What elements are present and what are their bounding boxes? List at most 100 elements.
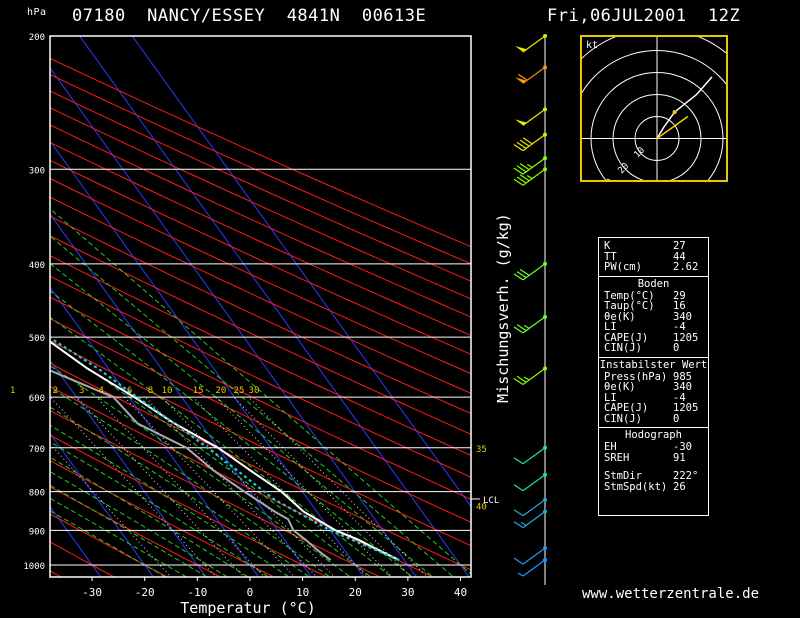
mixing-ratio-line — [76, 396, 245, 577]
mixing-ratio-line — [50, 443, 172, 577]
mixing-ratio-tick-label: 6 — [127, 386, 132, 396]
mixing-ratio-tick-label: 25 — [234, 386, 245, 396]
mixing-ratio-tick-label: 2 — [53, 386, 58, 396]
moist-adiabat-line — [50, 386, 331, 577]
mixing-ratio-line — [124, 396, 296, 577]
index-value: 16 — [673, 300, 686, 312]
index-label: LI — [604, 391, 617, 404]
isotherm-line — [50, 505, 102, 577]
mixing-ratio-labels: 1 2 3 4 6 8 10 15 20 25 30 — [10, 386, 259, 396]
wind-barb — [513, 368, 546, 385]
mixing-ratio-tick-label: 10 — [162, 386, 173, 396]
isotherm-line — [50, 286, 260, 577]
wind-barb-staff — [522, 511, 546, 529]
moist-adiabat-line — [50, 441, 270, 577]
index-value: 985 — [673, 370, 692, 383]
dry-adiabat-line — [50, 317, 471, 523]
moist-adiabat-line — [50, 290, 413, 577]
index-label: θe(K) — [604, 381, 636, 393]
mixing-ratio-line — [144, 396, 318, 577]
wind-barb-half-feather — [520, 521, 527, 526]
mixing-ratio-tick-label: 1 — [10, 386, 15, 396]
temperature-tick-label: 10 — [296, 586, 309, 599]
index-value: -30 — [673, 441, 692, 453]
wind-barb-feather — [519, 139, 530, 147]
isotherm-line — [50, 140, 365, 577]
hpa-unit-label: hPa — [27, 7, 47, 18]
index-label: K — [604, 240, 611, 252]
wind-barb-half-feather — [526, 175, 533, 180]
wind-barb-half-feather — [517, 572, 524, 577]
pressure-tick-label: 400 — [29, 261, 45, 271]
wind-barb-half-feather — [526, 163, 533, 168]
wind-barb — [515, 35, 546, 53]
isotherm-line — [50, 359, 207, 577]
hodograph-ring — [634, 116, 680, 161]
wind-barb-feather — [516, 375, 527, 383]
wind-barb — [513, 263, 546, 281]
wind-barb-feather — [513, 378, 524, 385]
wind-barb — [513, 447, 546, 465]
dry-adiabat-line — [50, 124, 471, 318]
wind-barb-staff — [522, 134, 546, 152]
dry-adiabat-line — [50, 409, 382, 577]
dry-adiabat-line — [50, 513, 169, 577]
moist-adiabat-line — [50, 208, 471, 575]
temperature-axis-label: Temperatur (°C) — [180, 599, 315, 617]
dry-adiabat-line — [50, 107, 471, 300]
wind-barb-pennant — [515, 119, 527, 126]
moist-adiabat-line — [50, 341, 372, 577]
wind-barb-feather — [516, 324, 527, 332]
hodograph-ring — [582, 50, 726, 94]
dewpoint-profile — [50, 369, 332, 561]
dry-adiabat-line — [50, 340, 471, 547]
index-label: LI — [604, 321, 617, 333]
wind-barb — [513, 474, 546, 492]
wind-barb-half-feather — [523, 376, 530, 381]
dry-adiabat-line — [50, 296, 471, 501]
wind-barb-staff — [522, 547, 546, 565]
wind-barb-feather — [513, 167, 524, 175]
dry-adiabat-line — [50, 386, 435, 577]
section-title-boden: Boden — [637, 277, 670, 290]
mixing-ratio-tick-label: 15 — [193, 386, 204, 396]
index-label: PW(cm) — [604, 261, 642, 273]
mixing-ratio-line — [192, 396, 369, 577]
dry-adiabat-line — [50, 141, 471, 337]
wind-barb — [513, 316, 546, 334]
pressure-axis: 200 300 400 500 600 700 800 900 1000 — [23, 33, 45, 572]
mixing-ratio-tick-label: 8 — [148, 386, 153, 396]
dry-adiabat-line — [50, 177, 471, 375]
index-label: EH — [604, 441, 617, 453]
index-label: θe(K) — [604, 310, 636, 323]
wind-barb-staff — [522, 35, 546, 53]
wind-barb-feather — [517, 73, 528, 81]
wind-barb-feather — [513, 178, 524, 186]
wind-barb — [513, 168, 546, 186]
hodograph-ring — [590, 72, 724, 180]
index-label: Press(hPa) — [604, 370, 668, 383]
station-title: 07180 NANCY/ESSEY 4841N 00613E — [72, 6, 427, 26]
index-value: 44 — [673, 250, 686, 263]
index-value: 26 — [673, 480, 686, 493]
moist-adiabat-line — [50, 424, 290, 577]
wind-barb-staff — [522, 168, 546, 186]
pressure-tick-label: 900 — [29, 527, 45, 537]
wind-barb-staff — [522, 499, 546, 517]
mixing-ratio-tick-label: 20 — [215, 386, 226, 396]
index-value: 0 — [673, 412, 680, 425]
wind-barb-feather — [519, 163, 530, 171]
wind-barb-feather — [513, 457, 524, 465]
isotherm-line — [131, 36, 471, 508]
hodograph-frame — [580, 35, 728, 182]
index-value: -4 — [673, 391, 686, 404]
temperature-tick-label: 30 — [401, 586, 414, 599]
mixing-ratio-line — [233, 396, 412, 577]
pressure-tick-label: 200 — [29, 33, 45, 43]
pressure-tick-label: 500 — [29, 334, 45, 344]
wind-barb-feather — [516, 271, 527, 279]
index-value: 29 — [673, 289, 686, 302]
wind-barb-feather — [513, 521, 524, 529]
